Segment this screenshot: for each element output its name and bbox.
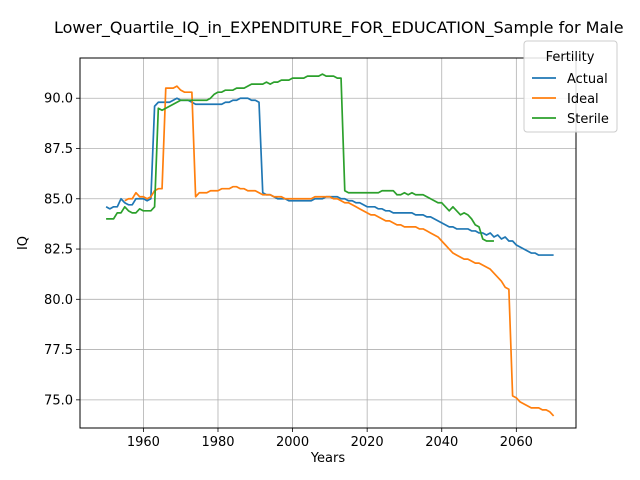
grid-lines: [80, 58, 576, 428]
y-tick-label: 82.5: [44, 243, 73, 258]
chart-title: Lower_Quartile_IQ_in_EXPENDITURE_FOR_EDU…: [54, 18, 624, 38]
y-tick-label: 80.0: [44, 293, 73, 308]
legend-title: Fertility: [546, 50, 595, 65]
y-tick-label: 85.0: [44, 192, 73, 207]
legend-label-sterile: Sterile: [567, 112, 609, 127]
x-tick-label: 2040: [425, 435, 458, 450]
x-tick-label: 2060: [500, 435, 533, 450]
x-tick-label: 2020: [351, 435, 384, 450]
y-tick-label: 90.0: [44, 92, 73, 107]
x-axis-label: Years: [310, 451, 346, 466]
series-line-ideal: [124, 85, 555, 417]
x-tick-label: 2000: [276, 435, 309, 450]
legend-items: Actual Ideal Sterile: [532, 72, 609, 127]
legend-label-ideal: Ideal: [567, 92, 599, 107]
plot-area: [80, 58, 576, 428]
series-lines: [105, 73, 555, 417]
y-tick-label: 77.5: [44, 343, 73, 358]
x-tick-label: 1960: [127, 435, 160, 450]
x-tick-label: 1980: [201, 435, 234, 450]
legend-label-actual: Actual: [567, 72, 608, 87]
axis-ticks: 1960 1980 2000 2020 2040 2060 75.0 77.5 80.0 82.5…: [44, 92, 533, 450]
legend-box: [523, 40, 618, 133]
y-tick-label: 87.5: [44, 142, 73, 157]
plot-frame: [79, 57, 577, 429]
y-axis-label: IQ: [16, 236, 31, 250]
legend: Fertility Actual Ideal Sterile: [523, 40, 618, 133]
y-tick-label: 75.0: [44, 393, 73, 408]
series-line-sterile: [106, 73, 494, 242]
